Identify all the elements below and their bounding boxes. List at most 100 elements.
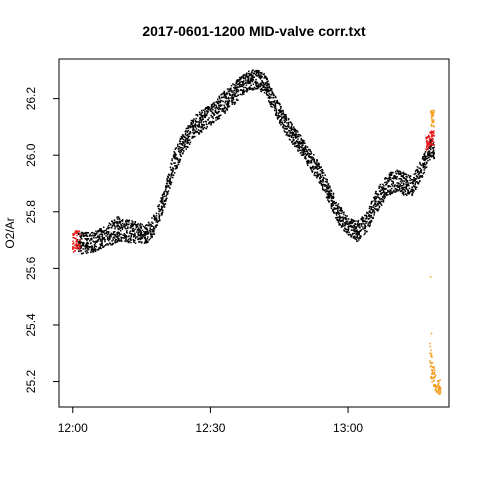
data-point: [268, 83, 270, 86]
data-point: [116, 232, 118, 234]
data-point: [215, 119, 217, 121]
data-point: [120, 237, 123, 239]
data-point: [412, 189, 415, 191]
data-point: [103, 238, 105, 240]
data-point: [137, 227, 140, 229]
data-point: [171, 159, 173, 162]
data-point: [302, 149, 305, 152]
data-point: [295, 136, 298, 139]
data-point: [221, 96, 223, 99]
data-point: [194, 130, 197, 132]
data-point: [87, 242, 89, 245]
data-point: [242, 77, 245, 80]
data-point: [94, 241, 96, 243]
data-point: [180, 150, 182, 153]
data-point: [328, 195, 331, 198]
data-point: [227, 105, 229, 107]
data-point: [192, 128, 195, 130]
data-point: [244, 90, 246, 92]
data-point: [302, 141, 305, 144]
data-point: [337, 216, 340, 219]
data-point: [256, 69, 258, 72]
data-point: [86, 239, 88, 242]
data-point: [214, 109, 217, 111]
data-point: [333, 212, 335, 214]
data-point: [213, 103, 216, 105]
data-point: [312, 157, 315, 159]
data-point: [270, 88, 272, 90]
data-point: [264, 75, 266, 77]
data-point: [420, 164, 423, 167]
data-point: [248, 70, 250, 73]
data-point: [391, 185, 394, 187]
data-point: [429, 155, 431, 158]
data-point: [94, 250, 97, 253]
data-point: [119, 220, 121, 223]
data-point: [276, 102, 279, 104]
data-point: [181, 144, 184, 146]
data-point: [137, 228, 140, 231]
data-point: [335, 211, 337, 214]
data-point: [77, 247, 80, 250]
data-point: [107, 239, 110, 242]
data-point: [364, 227, 367, 229]
data-point: [202, 127, 205, 130]
data-point: [385, 193, 387, 195]
data-point: [233, 103, 236, 105]
data-point: [432, 110, 434, 112]
data-point: [347, 226, 350, 228]
data-point: [201, 126, 203, 129]
data-point: [165, 190, 168, 193]
data-point: [187, 129, 190, 132]
data-point: [407, 183, 409, 186]
data-point: [188, 133, 191, 135]
data-point: [300, 146, 303, 149]
data-point: [95, 233, 98, 235]
data-point: [248, 87, 250, 90]
data-point: [409, 179, 411, 182]
data-point: [350, 236, 353, 238]
data-point: [88, 246, 91, 249]
data-point: [155, 219, 158, 221]
data-point: [363, 233, 366, 236]
data-point: [223, 92, 225, 94]
data-point: [228, 105, 231, 108]
data-point: [423, 159, 425, 161]
data-point: [355, 229, 357, 232]
data-point: [84, 250, 87, 253]
data-point: [390, 174, 393, 176]
data-point: [324, 189, 326, 191]
data-point: [295, 142, 297, 145]
data-point: [313, 161, 316, 164]
data-point: [274, 95, 277, 98]
data-point: [238, 86, 241, 88]
data-point: [104, 239, 106, 241]
data-point: [263, 83, 266, 86]
data-point: [310, 151, 312, 153]
data-point: [190, 119, 193, 122]
data-point: [400, 190, 402, 193]
data-point: [410, 182, 413, 184]
data-point: [314, 162, 317, 164]
data-point: [318, 166, 321, 168]
data-point: [130, 224, 133, 226]
data-point: [132, 233, 135, 236]
data-point: [172, 155, 175, 157]
data-point: [127, 235, 129, 238]
data-point: [280, 110, 283, 112]
data-point: [401, 187, 403, 189]
data-point: [432, 369, 434, 372]
data-point: [136, 225, 139, 228]
data-point: [225, 95, 227, 98]
data-point: [430, 111, 432, 113]
data-point: [306, 146, 309, 148]
data-point: [131, 220, 133, 222]
data-point: [257, 86, 260, 89]
data-point: [319, 177, 322, 180]
data-point: [272, 103, 275, 106]
data-point: [145, 239, 148, 242]
data-point: [257, 71, 259, 74]
data-point: [261, 89, 264, 92]
data-point: [378, 190, 381, 193]
